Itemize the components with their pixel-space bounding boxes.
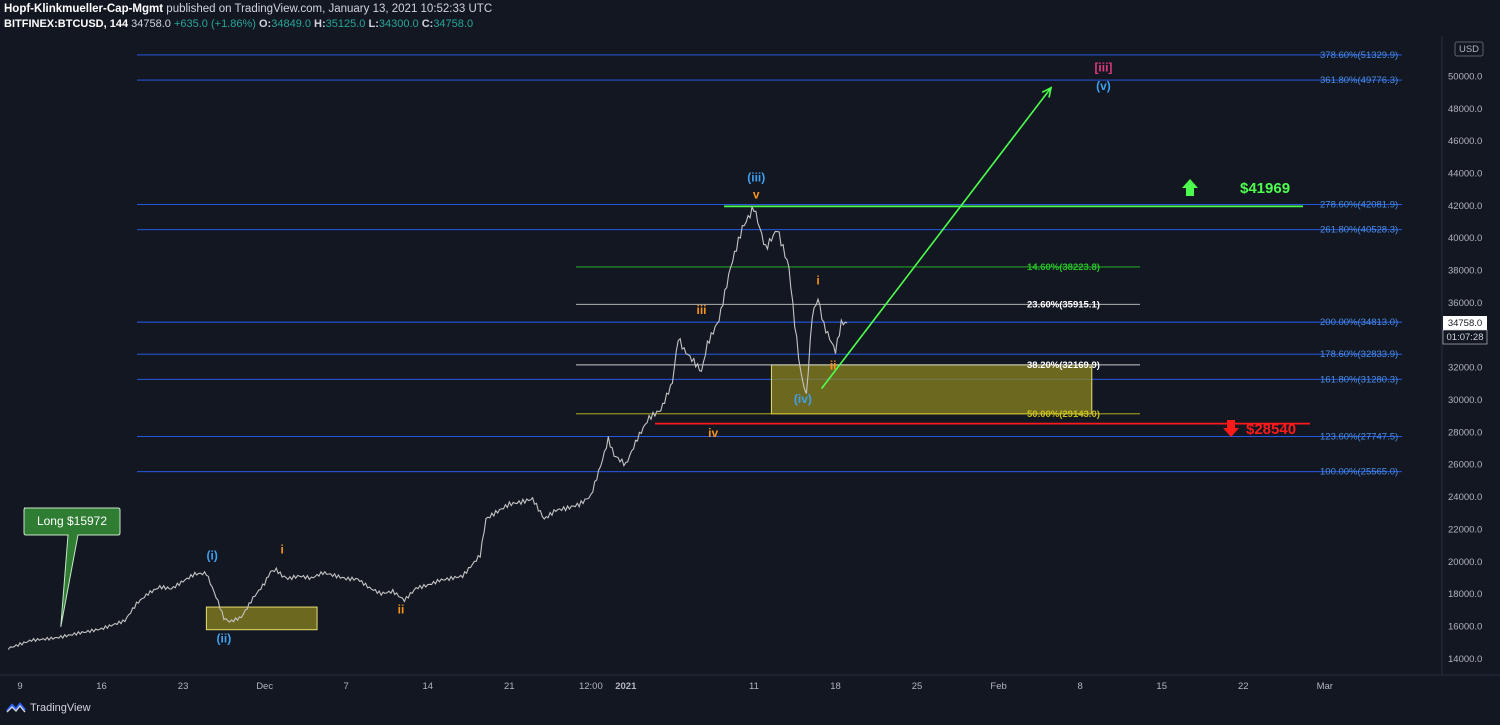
wave-label: i [280,543,283,557]
retracement-label: 38.20%(32169.9) [1027,360,1100,371]
y-tick-label: 18000.0 [1448,589,1482,600]
y-tick-label: 36000.0 [1448,298,1482,309]
published-text: published on TradingView.com, January 13… [166,3,493,15]
y-tick-label: 42000.0 [1448,201,1482,212]
wave-label: iii [697,303,707,317]
wave-label: [iii] [1094,61,1112,75]
target-arrow-line [820,87,1052,390]
y-tick-label: 24000.0 [1448,492,1482,503]
footer-brand[interactable]: TradingView [30,702,91,714]
last-price-tag-label: 34758.0 [1448,318,1482,329]
publisher-name[interactable]: Hopf-Klinkmueller-Cap-Mgmt [4,3,164,15]
x-tick-label: 2021 [615,681,637,692]
header-ohlc-line: BITFINEX:BTCUSD, 144 34758.0 +635.0 (+1.… [4,18,473,30]
y-tick-label: 14000.0 [1448,654,1482,665]
fib-extension-label: 378.60%(51329.9) [1320,50,1398,61]
x-tick-label: Dec [256,681,273,692]
x-tick-label: 25 [912,681,923,692]
tradingview-logo-icon[interactable] [6,702,26,714]
high-label: H: [314,18,326,30]
y-tick-label: 38000.0 [1448,266,1482,277]
fib-extension-label: 200.00%(34813.0) [1320,317,1398,328]
target-arrow-head [1041,86,1053,98]
resistance-label: $41969 [1240,180,1290,197]
wave-label: (iii) [747,171,765,185]
y-tick-label: 32000.0 [1448,363,1482,374]
x-tick-label: 15 [1156,681,1167,692]
down-arrow-icon [1223,420,1239,437]
currency-box [1454,41,1484,57]
y-tick-label: 50000.0 [1448,71,1482,82]
open-label: O: [258,18,272,30]
close-value: 34758.0 [433,18,474,30]
wave-label: (v) [1096,79,1111,93]
x-tick-label: 16 [96,681,107,692]
currency-label: USD [1459,44,1479,55]
y-tick-label: 46000.0 [1448,136,1482,147]
last-price-tag [1443,316,1487,331]
y-tick-label: 16000.0 [1448,621,1482,632]
low-value: 34300.0 [378,18,419,30]
header-publisher-line: Hopf-Klinkmueller-Cap-Mgmt published on … [4,3,492,15]
footer: TradingView [6,702,91,714]
x-tick-label: 18 [830,681,841,692]
y-tick-label: 40000.0 [1448,233,1482,244]
price-line [7,205,848,650]
x-tick-label: 23 [178,681,189,692]
open-value: 34849.0 [271,18,311,30]
wave-label: (ii) [217,632,232,646]
x-tick-label: Mar [1317,681,1333,692]
wave-label: (i) [207,548,218,562]
long-callout-bubble [23,507,121,628]
y-tick-label: 26000.0 [1448,460,1482,471]
wave-label: v [753,188,760,202]
y-tick-label: 22000.0 [1448,524,1482,535]
wave-label: iv [708,426,718,440]
x-tick-label: 11 [749,681,759,692]
wave-label: ii [830,358,837,372]
wave-label: i [816,273,819,287]
fib-extension-label: 161.80%(31280.3) [1320,374,1398,385]
x-tick-label: Feb [990,681,1006,692]
target-zone-box [770,364,1093,415]
x-tick-label: 14 [422,681,433,692]
x-tick-label: 21 [504,681,515,692]
y-tick-label: 48000.0 [1448,104,1482,115]
high-value: 35125.0 [325,18,366,30]
retracement-label: 50.00%(29143.0) [1027,409,1100,420]
close-label: C: [421,18,434,30]
fib-extension-label: 178.60%(32833.9) [1320,349,1398,360]
fib-extension-label: 278.60%(42081.9) [1320,200,1398,211]
y-tick-label: 28000.0 [1448,427,1482,438]
long-callout-label: Long $15972 [37,514,107,528]
support-label: $28540 [1246,421,1296,438]
price-change: +635.0 (+1.86%) [173,18,256,30]
fib-extension-label: 100.00%(25565.0) [1320,467,1398,478]
y-tick-label: 44000.0 [1448,169,1482,180]
x-tick-label: 22 [1238,681,1249,692]
countdown-tag [1442,329,1488,345]
x-tick-label: 9 [17,681,22,692]
fib-extension-label: 361.80%(49776.3) [1320,75,1398,86]
x-tick-label: 12:00 [579,681,603,692]
fib-extension-label: 123.60%(27747.5) [1320,431,1398,442]
x-tick-label: 7 [344,681,349,692]
x-tick-label: 8 [1078,681,1083,692]
countdown-label: 01:07:28 [1447,332,1484,343]
retracement-label: 23.60%(35915.1) [1027,299,1100,310]
y-tick-label: 20000.0 [1448,557,1482,568]
up-arrow-icon [1182,179,1198,196]
fib-extension-label: 261.80%(40528.3) [1320,225,1398,236]
symbol-label[interactable]: BITFINEX:BTCUSD, 144 [4,18,129,30]
last-price: 34758.0 [131,18,171,30]
wave-label: ii [398,603,405,617]
low-label: L: [368,18,379,30]
y-tick-label: 30000.0 [1448,395,1482,406]
target-zone-box [205,606,318,631]
retracement-label: 14.60%(38223.8) [1027,262,1100,273]
wave-label: (iv) [794,392,812,406]
